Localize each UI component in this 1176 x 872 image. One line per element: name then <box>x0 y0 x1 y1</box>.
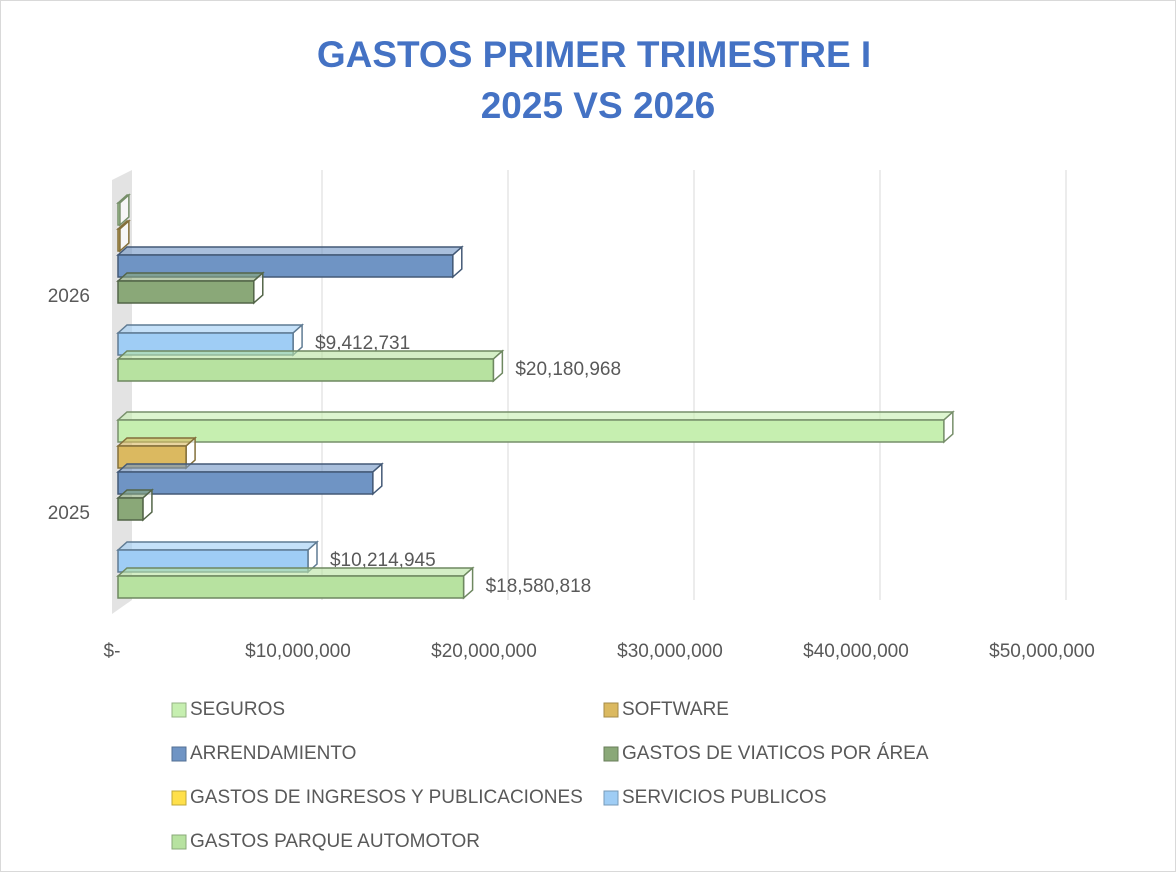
data-label: $20,180,968 <box>515 359 621 380</box>
bar-top <box>116 541 319 551</box>
bar-front <box>117 471 374 495</box>
chart-title: GASTOS PRIMER TRIMESTRE I <box>317 34 871 75</box>
bar <box>116 462 384 496</box>
chart-title: 2025 VS 2026 <box>481 85 716 126</box>
legend-swatch <box>171 702 187 718</box>
bar-top <box>116 350 505 360</box>
bar <box>116 219 131 253</box>
legend-swatch <box>171 790 187 806</box>
bar-front <box>117 228 121 252</box>
bar-front <box>117 497 144 521</box>
legend-label: ARRENDAMIENTO <box>190 743 356 764</box>
legend-swatch <box>171 834 187 850</box>
x-tick-label: $- <box>104 641 121 662</box>
bar <box>116 436 198 470</box>
bar-top <box>116 246 464 256</box>
x-tick-label: $10,000,000 <box>245 641 351 662</box>
data-label: $18,580,818 <box>486 576 592 597</box>
legend-swatch <box>171 746 187 762</box>
bar-front <box>117 202 121 226</box>
legend-label: SEGUROS <box>190 699 285 720</box>
bar-front <box>117 575 465 599</box>
bar-front <box>117 280 255 304</box>
bar-top <box>116 437 198 447</box>
bar <box>116 488 154 522</box>
bar <box>116 566 475 600</box>
legend-swatch <box>603 790 619 806</box>
data-label: $9,412,731 <box>315 333 410 354</box>
bar-front <box>117 419 945 443</box>
legend-swatch <box>603 702 619 718</box>
bar <box>116 193 131 227</box>
bar <box>116 540 319 574</box>
legend-label: GASTOS DE INGRESOS Y PUBLICACIONES <box>190 787 583 808</box>
x-tick-label: $50,000,000 <box>989 641 1095 662</box>
x-tick-label: $40,000,000 <box>803 641 909 662</box>
bar-top <box>116 463 384 473</box>
data-label: $10,214,945 <box>330 550 436 571</box>
bar <box>116 245 464 279</box>
bar <box>116 323 305 357</box>
bar-front <box>117 254 454 278</box>
legend-label: GASTOS DE VIATICOS POR ÁREA <box>622 743 929 764</box>
bar <box>116 349 505 383</box>
x-tick-label: $30,000,000 <box>617 641 723 662</box>
legend-label: GASTOS PARQUE AUTOMOTOR <box>190 831 480 852</box>
legend-swatch <box>603 746 619 762</box>
legend-label: SOFTWARE <box>622 699 729 720</box>
bar-top <box>116 272 265 282</box>
bar <box>116 271 265 305</box>
bar-front <box>117 358 495 382</box>
bar-top <box>116 324 305 334</box>
bar <box>116 410 955 444</box>
y-tick-label: 2026 <box>48 286 90 307</box>
y-tick-label: 2025 <box>48 503 90 524</box>
x-tick-label: $20,000,000 <box>431 641 537 662</box>
bar-top <box>116 567 475 577</box>
bar-top <box>116 411 955 421</box>
legend-label: SERVICIOS PUBLICOS <box>622 787 827 808</box>
